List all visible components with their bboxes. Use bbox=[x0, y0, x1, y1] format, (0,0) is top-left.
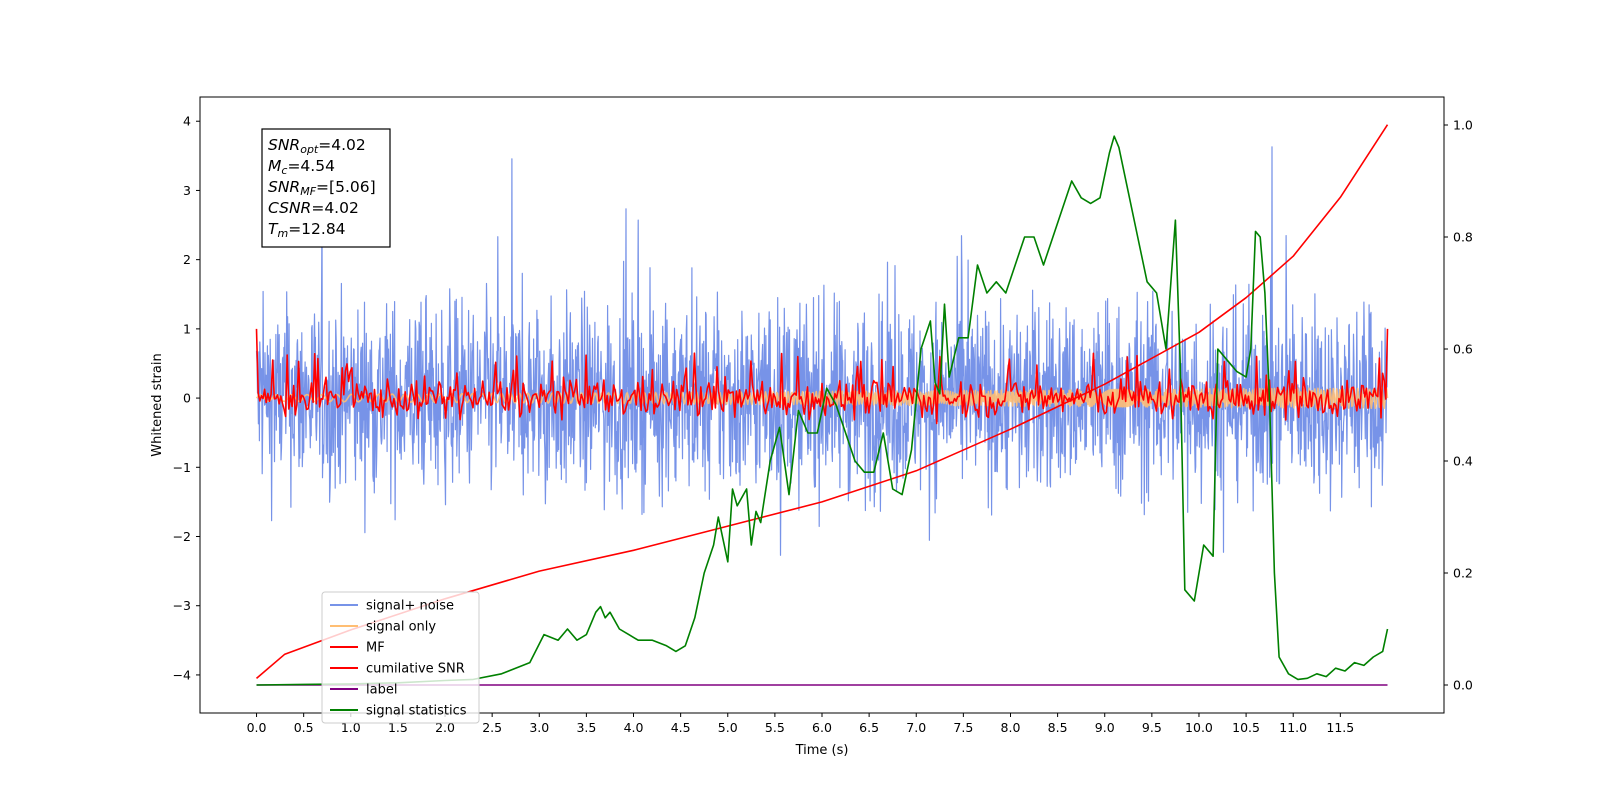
x-axis: 0.0 0.5 1.0 1.5 2.0 2.5 3.0 3.5 4.0 4.5 5.0 5.5 6.0 6… bbox=[247, 713, 1354, 735]
legend-label: signal+ noise bbox=[366, 599, 454, 614]
y-axis-label: Whitened strain bbox=[150, 353, 165, 456]
x-tick-label: 7.0 bbox=[906, 720, 926, 735]
legend-frame bbox=[321, 591, 480, 724]
x-tick-label: 6.5 bbox=[859, 720, 879, 735]
legend-label: label bbox=[366, 683, 397, 698]
x-tick-label: 5.5 bbox=[765, 720, 785, 735]
y-tick-label: −4 bbox=[173, 667, 191, 682]
x-tick-label: 7.5 bbox=[953, 720, 973, 735]
series-signal-statistics-line bbox=[256, 135, 1389, 686]
x-tick-label: 0.5 bbox=[294, 720, 314, 735]
x-tick-label: 11.0 bbox=[1279, 720, 1307, 735]
legend-label: signal only bbox=[366, 620, 436, 635]
x-tick-label: 8.5 bbox=[1048, 720, 1068, 735]
y2-tick-label: 0.4 bbox=[1453, 454, 1473, 469]
series-mf-line bbox=[255, 328, 1389, 425]
x-tick-label: 3.0 bbox=[529, 720, 549, 735]
legend-label: MF bbox=[366, 641, 385, 656]
y-tick-label: −1 bbox=[173, 460, 191, 475]
x-tick-label: 4.5 bbox=[671, 720, 691, 735]
y-tick-label: 0 bbox=[183, 391, 191, 406]
x-tick-label: 0.0 bbox=[247, 720, 267, 735]
y-tick-label: 1 bbox=[183, 321, 191, 336]
legend-label: cumilative SNR bbox=[366, 662, 465, 677]
y-tick-label: 2 bbox=[183, 252, 191, 267]
x-tick-label: 1.0 bbox=[341, 720, 361, 735]
annotation-line: CSNR=4.02 bbox=[268, 199, 359, 217]
x-tick-label: 4.0 bbox=[624, 720, 644, 735]
y-tick-label: −2 bbox=[173, 529, 191, 544]
annotation-frame bbox=[261, 128, 391, 248]
y-axis-left: 4 3 2 1 0 −1 −2 −3 −4 bbox=[173, 114, 200, 682]
x-tick-label: 1.5 bbox=[388, 720, 408, 735]
legend-label: signal statistics bbox=[366, 704, 467, 719]
annotation-line: SNRopt=4.02 bbox=[268, 136, 366, 156]
x-tick-label: 6.0 bbox=[812, 720, 832, 735]
y2-tick-label: 0.8 bbox=[1453, 230, 1473, 245]
x-tick-label: 11.5 bbox=[1326, 720, 1354, 735]
y2-tick-label: 0.0 bbox=[1453, 678, 1473, 693]
x-tick-label: 5.0 bbox=[718, 720, 738, 735]
x-tick-label: 2.0 bbox=[435, 720, 455, 735]
y-axis-right: 1.0 0.8 0.6 0.4 0.2 0.0 bbox=[1444, 118, 1473, 693]
annotation-line: SNRMF=[5.06] bbox=[268, 178, 376, 198]
y2-tick-label: 0.2 bbox=[1453, 566, 1473, 581]
x-axis-label: Time (s) bbox=[795, 743, 849, 758]
legend: signal+ noise signal only MF cumilative SNR… bbox=[321, 591, 480, 724]
x-tick-label: 2.5 bbox=[482, 720, 502, 735]
annotation-line: Tm=12.84 bbox=[268, 220, 346, 240]
x-tick-label: 9.0 bbox=[1095, 720, 1115, 735]
x-tick-label: 9.5 bbox=[1142, 720, 1162, 735]
x-tick-label: 10.5 bbox=[1232, 720, 1260, 735]
y-tick-label: 4 bbox=[183, 114, 191, 129]
y2-tick-label: 1.0 bbox=[1453, 118, 1473, 133]
series-signal-noise-line bbox=[255, 146, 1389, 556]
x-tick-label: 3.5 bbox=[576, 720, 596, 735]
y-tick-label: 3 bbox=[183, 183, 191, 198]
y-tick-label: −3 bbox=[173, 598, 191, 613]
annotation-line: Mc=4.54 bbox=[268, 157, 335, 177]
x-tick-label: 8.0 bbox=[1001, 720, 1021, 735]
x-tick-label: 10.0 bbox=[1185, 720, 1213, 735]
y2-tick-label: 0.6 bbox=[1453, 342, 1473, 357]
